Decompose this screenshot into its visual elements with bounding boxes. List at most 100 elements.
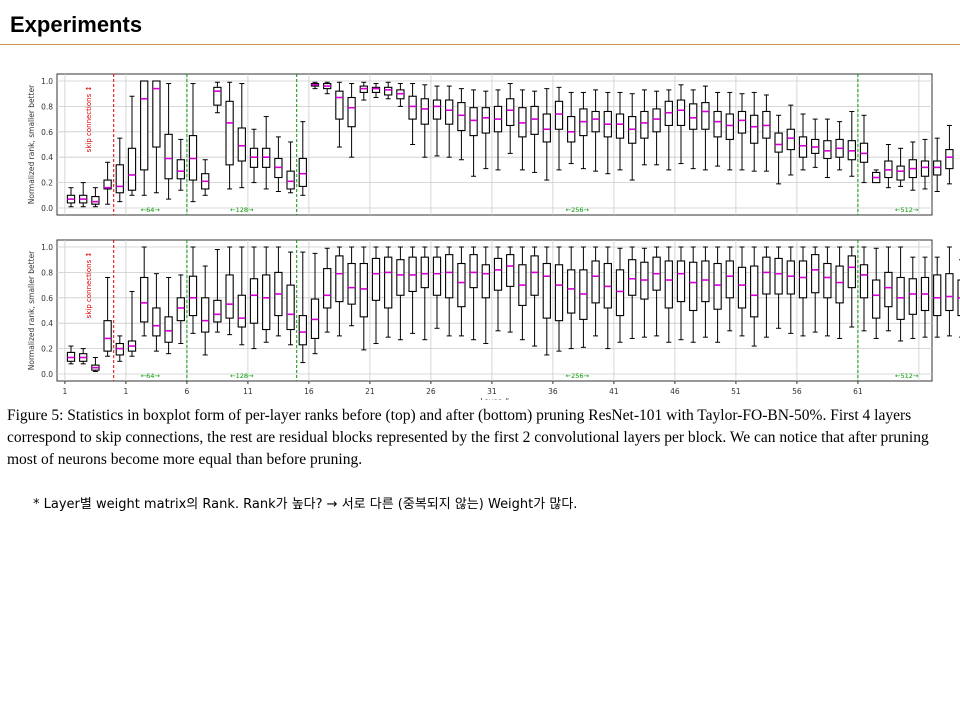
box-iqr: [91, 196, 100, 205]
box-iqr: [457, 262, 466, 308]
box-iqr: [847, 255, 856, 289]
box-iqr: [872, 279, 881, 319]
box-iqr: [567, 269, 576, 314]
box-iqr: [347, 262, 356, 305]
box-iqr: [457, 102, 466, 132]
y-tick-label: 0.6: [41, 128, 53, 137]
box-iqr: [396, 259, 405, 296]
box-iqr: [152, 307, 161, 337]
x-tick-label: 56: [792, 387, 802, 396]
box-iqr: [591, 260, 600, 304]
box-iqr: [615, 113, 625, 139]
skip-connections-label: skip connections ↕: [85, 252, 93, 319]
box-iqr: [384, 86, 393, 96]
box-iqr: [506, 254, 515, 287]
skip-connections-label: skip connections ↕: [85, 86, 93, 153]
boxplot-figure: 0.0 0.2 0.4 0.6 0.8 1.0 Normalized rank, small…: [27, 73, 960, 400]
box-iqr: [530, 105, 539, 135]
x-tick-label: 31: [487, 387, 497, 396]
box-iqr: [286, 284, 295, 331]
box-iqr: [481, 264, 490, 299]
y-tick-label: 0.4: [41, 319, 53, 328]
box-iqr: [469, 254, 478, 289]
box-iqr: [164, 133, 173, 180]
box-iqr: [628, 259, 637, 296]
box-iqr: [384, 256, 393, 309]
stage-width-label: ←64→: [141, 206, 161, 214]
figure-caption: Figure 5: Statistics in boxplot form of …: [7, 405, 957, 471]
box-iqr: [213, 299, 222, 323]
box-iqr: [859, 264, 869, 299]
box-iqr: [213, 86, 222, 106]
y-tick-label: 1.0: [41, 243, 53, 252]
x-tick-label: 16: [304, 387, 314, 396]
box-iqr: [335, 255, 344, 303]
box-iqr: [127, 147, 137, 191]
box-iqr: [798, 136, 808, 158]
box-iqr: [506, 98, 515, 126]
box-iqr: [286, 170, 295, 190]
x-tick-label: 1: [63, 387, 68, 396]
top-boxplot-panel: 0.0 0.2 0.4 0.6 0.8 1.0 Normalized rank, small…: [27, 73, 954, 216]
x-tick-label: 6: [185, 387, 190, 396]
box-iqr: [798, 260, 808, 299]
box-iqr: [933, 274, 942, 317]
box-iqr: [188, 275, 198, 317]
stage-width-label: ←64→: [141, 372, 161, 380]
x-tick-label: 41: [609, 387, 619, 396]
title-divider: [0, 44, 960, 45]
box-iqr: [335, 90, 344, 120]
box-iqr: [445, 254, 454, 299]
box-iqr: [920, 160, 930, 177]
box-iqr: [811, 254, 820, 294]
box-iqr: [249, 278, 259, 324]
box-iqr: [408, 95, 417, 120]
x-tick-label: 51: [731, 387, 741, 396]
box-iqr: [823, 140, 832, 160]
box-iqr: [676, 260, 686, 303]
y-tick-label: 0.0: [41, 370, 53, 379]
plot-frame: [56, 73, 933, 216]
box-iqr: [713, 262, 722, 310]
box-iqr: [725, 260, 734, 299]
box-iqr: [201, 297, 210, 333]
box-iqr: [652, 108, 661, 133]
box-iqr: [762, 256, 771, 295]
box-iqr: [152, 80, 161, 148]
box-iqr: [591, 110, 600, 133]
x-axis: 1161116212631364146515661Layer #: [63, 381, 863, 400]
box-iqr: [750, 265, 759, 318]
y-tick-label: 0.4: [41, 153, 53, 162]
box-iqr: [371, 86, 381, 93]
box-iqr: [774, 132, 783, 153]
box-iqr: [676, 99, 686, 127]
y-tick-label: 0.2: [41, 179, 53, 188]
x-tick-label: 61: [853, 387, 863, 396]
box-iqr: [140, 80, 149, 171]
stage-width-label: ←128→: [230, 372, 254, 380]
y-tick-label: 0.0: [41, 204, 53, 213]
box-iqr: [737, 266, 747, 309]
box-iqr: [298, 157, 307, 187]
box-iqr: [615, 269, 625, 317]
box-iqr: [786, 128, 795, 151]
box-iqr: [115, 164, 124, 194]
slide-title: Experiments: [10, 12, 143, 37]
box-iqr: [359, 262, 368, 318]
box-iqr: [896, 165, 905, 181]
box-iqr: [664, 260, 673, 309]
x-axis-label: Layer #: [480, 397, 510, 400]
box-iqr: [237, 294, 246, 328]
box-iqr: [701, 260, 710, 303]
box-iqr: [323, 268, 332, 309]
box-iqr: [725, 113, 734, 140]
box-iqr: [701, 102, 710, 130]
box-iqr: [823, 262, 832, 299]
box-iqr: [640, 110, 649, 139]
box-iqr: [481, 107, 490, 134]
box-iqr: [103, 320, 112, 352]
box-iqr: [689, 103, 698, 130]
figure-caption-label: Figure 5:: [7, 407, 64, 424]
box-iqr: [945, 273, 954, 312]
box-iqr: [493, 257, 503, 291]
